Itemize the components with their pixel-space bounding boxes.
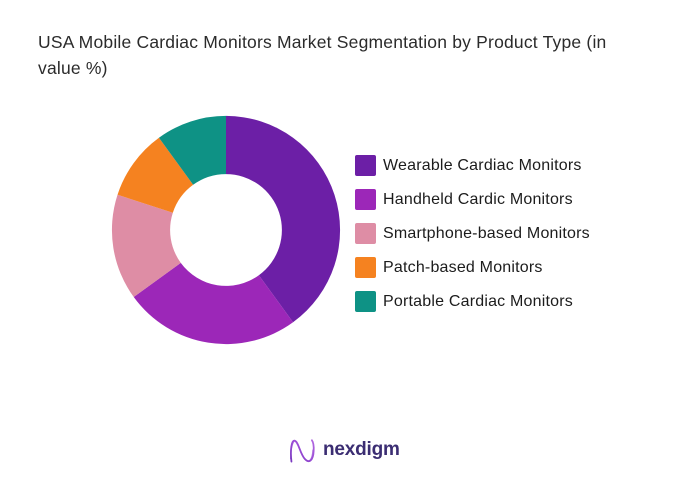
brand-logo: nexdigm	[287, 432, 400, 468]
donut-segment-2	[133, 262, 294, 345]
legend-swatch	[355, 291, 376, 312]
donut-chart	[111, 115, 341, 345]
legend-label: Portable Cardiac Monitors	[383, 292, 573, 310]
legend-item: Patch-based Monitors	[355, 254, 590, 281]
chart-legend: Wearable Cardiac Monitors Handheld Cardi…	[355, 152, 590, 322]
legend-item: Wearable Cardiac Monitors	[355, 152, 590, 179]
legend-swatch	[355, 257, 376, 278]
legend-item: Portable Cardiac Monitors	[355, 288, 590, 315]
donut-chart-area	[110, 114, 342, 346]
legend-swatch	[355, 155, 376, 176]
legend-item: Handheld Cardic Monitors	[355, 186, 590, 213]
donut-segment-1	[226, 115, 341, 323]
brand-logo-text: nexdigm	[323, 439, 400, 460]
donut-segment-5	[158, 115, 226, 185]
legend-label: Wearable Cardiac Monitors	[383, 156, 582, 174]
legend-label: Smartphone-based Monitors	[383, 224, 590, 242]
donut-segment-3	[111, 194, 181, 298]
legend-item: Smartphone-based Monitors	[355, 220, 590, 247]
donut-segment-4	[117, 137, 194, 213]
chart-title: USA Mobile Cardiac Monitors Market Segme…	[38, 32, 607, 78]
nexdigm-logo-icon	[290, 439, 315, 463]
legend-swatch	[355, 223, 376, 244]
legend-swatch	[355, 189, 376, 210]
legend-label: Handheld Cardic Monitors	[383, 190, 573, 208]
legend-label: Patch-based Monitors	[383, 258, 543, 276]
